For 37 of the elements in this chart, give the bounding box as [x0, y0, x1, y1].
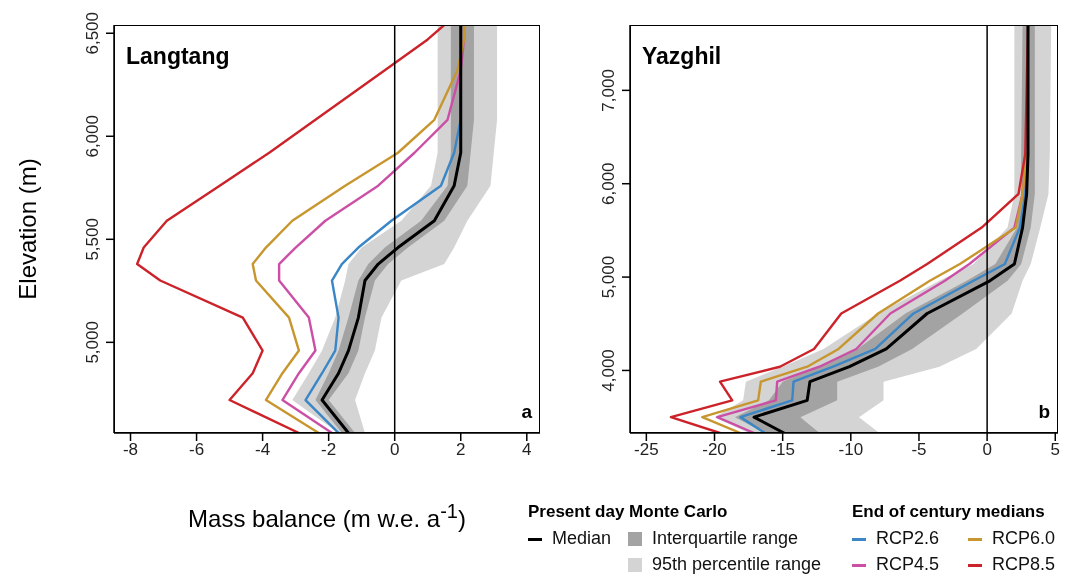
x-tick-label: 5 [1050, 440, 1061, 460]
x-tick-label: 4 [522, 440, 532, 460]
legend-label: RCP8.5 [991, 554, 1056, 575]
text: Langtang [126, 43, 230, 70]
x-tick-label: 0 [389, 440, 400, 460]
y-tick-label: 4,000 [599, 349, 618, 392]
y-tick-label: 7,000 [599, 69, 618, 112]
legend-label: RCP4.5 [875, 554, 940, 575]
y-tick-label: 6,000 [599, 162, 618, 205]
legend-label: RCP2.6 [875, 528, 940, 549]
annotation: b [1038, 401, 1050, 423]
x-tick-label: -4 [255, 440, 271, 460]
x-tick-label: -5 [911, 440, 927, 460]
x-tick-label: -2 [321, 440, 337, 460]
legend-label: RCP6.0 [991, 528, 1056, 549]
annotation: a [521, 401, 532, 423]
x-tick-label: 0 [982, 440, 992, 460]
legend-label: Median [551, 528, 612, 549]
legend-title: End of century medians [852, 502, 1045, 522]
x-tick-label: -8 [122, 440, 139, 460]
x-tick-label: -20 [702, 440, 727, 460]
x-tick-label: -10 [838, 440, 864, 460]
y-axis-title: Elevation (m) [14, 158, 42, 300]
y-tick-label: 5,500 [83, 218, 102, 261]
x-tick-label: 2 [456, 440, 466, 460]
text: Present day Monte Carlo [528, 502, 728, 522]
x-tick-label: -25 [634, 440, 659, 460]
y-tick-label: 6,000 [83, 115, 102, 158]
text: Yazghil [642, 43, 722, 70]
y-tick-label: 5,000 [599, 255, 618, 299]
y-tick-label: 5,000 [83, 321, 102, 364]
x-axis-title: Mass balance (m w.e. a$^{-1}$) [188, 500, 466, 533]
legend-label: Interquartile range [651, 528, 799, 549]
y-tick-label: 6,500 [83, 11, 102, 55]
legend-label: 95th percentile range [651, 554, 822, 575]
x-tick-label: -6 [189, 440, 205, 460]
x-tick-label: -15 [770, 440, 795, 460]
